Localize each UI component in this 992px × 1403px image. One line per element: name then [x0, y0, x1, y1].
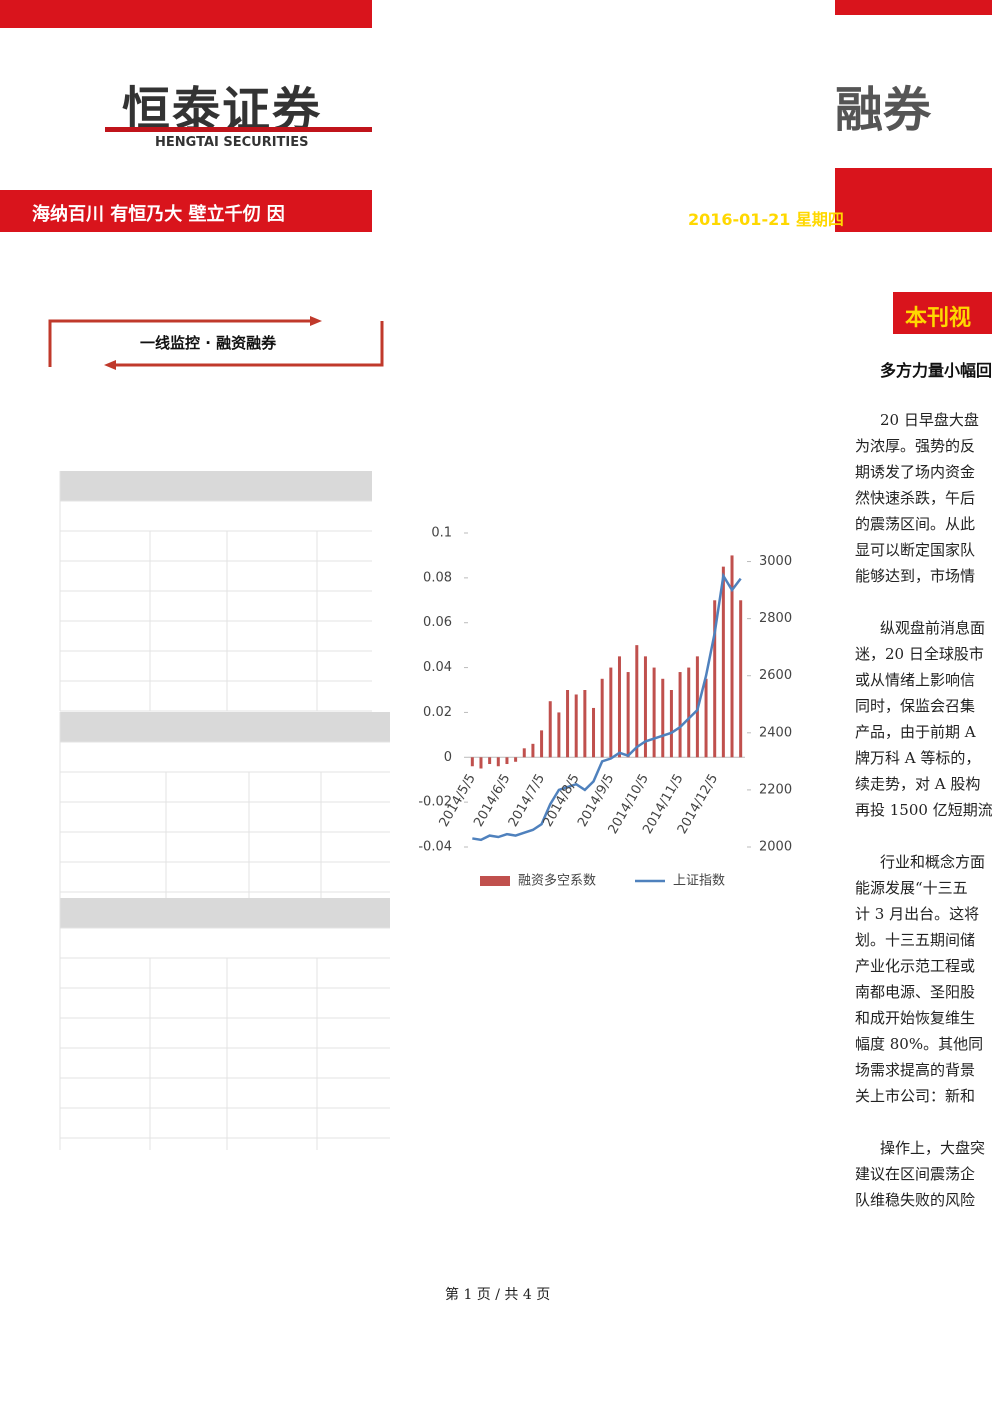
- y-tick-label: 0: [444, 750, 452, 765]
- legend-swatch: [480, 876, 510, 886]
- bar: [600, 678, 604, 758]
- paragraph-line: 为浓厚。强势的反: [855, 437, 976, 455]
- paragraph-line: 南都电源、圣阳股: [855, 983, 976, 1001]
- header-bar: [0, 0, 372, 28]
- bar: [592, 707, 596, 758]
- bar: [704, 678, 708, 758]
- sidebar-heading: 本刊视: [905, 306, 972, 331]
- paragraph-line: 队维稳失败的风险: [855, 1191, 976, 1209]
- y-tick-label: 0.1: [431, 526, 452, 541]
- legend-label: 融资多空系数: [518, 873, 596, 889]
- bar: [514, 757, 518, 762]
- bar: [669, 690, 673, 758]
- paragraph-line: 产品，由于前期 A: [855, 723, 976, 741]
- paragraph-line: 迷，20 日全球股市: [855, 645, 984, 663]
- slogan: 海纳百川 有恒乃大 壁立千仞 因: [32, 204, 285, 225]
- paragraph-line: 幅度 80%。其他同: [855, 1035, 984, 1053]
- y2-tick-label: 2200: [759, 782, 792, 797]
- y2-tick-label: 2600: [759, 668, 792, 683]
- logo-en: HENGTAI SECURITIES: [155, 135, 309, 150]
- bar: [548, 701, 552, 758]
- paragraph-line: 能源发展“十三五: [855, 879, 968, 897]
- bar: [479, 757, 483, 769]
- bar: [643, 656, 647, 758]
- bar: [617, 656, 621, 758]
- paragraph-line: 能够达到，市场情: [855, 567, 976, 585]
- y2-tick-label: 2000: [759, 840, 792, 855]
- logo-right: 融券: [835, 82, 932, 138]
- paragraph-line: 行业和概念方面: [880, 853, 986, 871]
- paragraph-line: 再投 1500 亿短期流: [855, 801, 992, 819]
- paragraph-line: 期诱发了场内资金: [855, 463, 976, 481]
- chart: -0.04 -0.02 0 0.02 0.04 0.06 0.08 0.1 2000 2200 24…: [418, 526, 792, 889]
- bar: [661, 678, 665, 758]
- paragraph-line: 和成开始恢复维生: [855, 1009, 976, 1027]
- legend-label: 上证指数: [673, 874, 725, 889]
- paragraph-line: 然快速杀跌，午后: [855, 489, 976, 507]
- y-tick-label: -0.02: [418, 795, 452, 810]
- date: 2016-01-21 星期四: [688, 210, 844, 229]
- sidebar-heading-box: 本刊视: [893, 292, 992, 334]
- bar: [566, 690, 570, 758]
- bar: [505, 757, 509, 765]
- sidebar-subtitle: 多方力量小幅回: [880, 361, 992, 380]
- y-tick-label: 0.08: [423, 570, 452, 585]
- bar: [583, 690, 587, 758]
- bar: [574, 694, 578, 758]
- paragraph-line: 续走势，对 A 股构: [855, 775, 981, 793]
- paragraph-line: 牌万科 A 等标的，: [855, 749, 981, 767]
- bar: [531, 743, 535, 758]
- paragraph-line: 20 日早盘大盘: [880, 411, 979, 429]
- section-frame: [48, 316, 384, 370]
- bar: [739, 600, 743, 758]
- paragraph-line: 产业化示范工程或: [855, 957, 976, 975]
- y-tick-label: 0.04: [423, 660, 452, 675]
- y-tick-label: 0.06: [423, 615, 452, 630]
- table-header: [60, 898, 390, 928]
- bar: [557, 712, 561, 758]
- paragraph-line: 显可以断定国家队: [855, 541, 976, 559]
- y2-tick-label: 3000: [759, 554, 792, 569]
- bar: [488, 757, 492, 765]
- paragraph-line: 或从情绪上影响信: [855, 671, 976, 689]
- bar: [713, 600, 717, 758]
- paragraph-line: 纵观盘前消息面: [880, 619, 986, 637]
- logo-underline: [105, 127, 372, 132]
- paragraph-line: 同时，保监会召集: [855, 697, 976, 715]
- header-bar: [835, 0, 992, 15]
- slogan-bar: 海纳百川 有恒乃大 壁立千仞 因: [0, 190, 372, 232]
- bar: [540, 730, 544, 758]
- y-tick-label: -0.04: [418, 840, 452, 855]
- paragraph-line: 关上市公司：新和: [855, 1087, 976, 1105]
- bar: [626, 672, 630, 758]
- bar: [730, 555, 734, 758]
- bar: [678, 672, 682, 758]
- table-header: [60, 712, 390, 742]
- line: [472, 572, 742, 842]
- paragraph-line: 建议在区间震荡企: [855, 1165, 976, 1183]
- y2-tick-label: 2800: [759, 611, 792, 626]
- paragraph-line: 场需求提高的背景: [855, 1061, 976, 1079]
- paragraph-line: 划。十三五期间储: [855, 931, 976, 949]
- footer: 第 1 页 / 共 4 页: [445, 1287, 551, 1303]
- tables: [59, 471, 390, 1150]
- bar: [652, 667, 656, 758]
- paragraph-line: 的震荡区间。从此: [855, 515, 976, 533]
- bar: [721, 566, 725, 758]
- bar: [609, 667, 613, 758]
- paragraph-line: 计 3 月出台。这将: [855, 905, 980, 923]
- bar: [687, 667, 691, 758]
- bar: [635, 645, 639, 758]
- slogan-bar: [835, 168, 992, 232]
- bar: [496, 757, 500, 767]
- bar: [470, 757, 474, 767]
- table-header: [60, 471, 372, 501]
- y2-tick-label: 2400: [759, 725, 792, 740]
- y-tick-label: 0.02: [423, 705, 452, 720]
- section-title: 一线监控 · 融资融券: [140, 334, 277, 352]
- bar: [522, 748, 526, 758]
- paragraph-line: 操作上，大盘突: [880, 1139, 986, 1157]
